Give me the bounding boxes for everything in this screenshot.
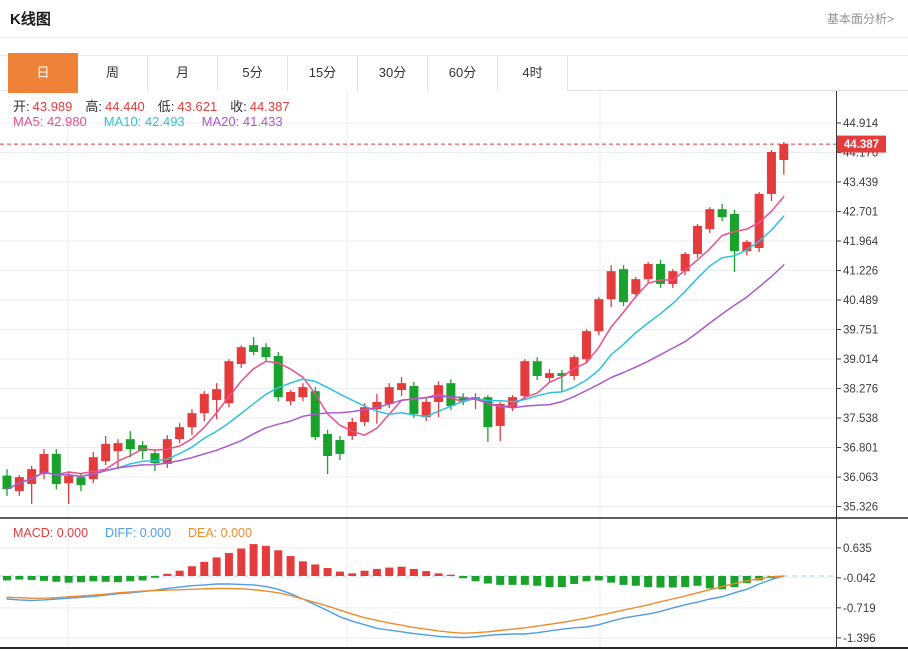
- svg-text:42.701: 42.701: [843, 207, 878, 219]
- svg-text:-1.396: -1.396: [843, 633, 876, 645]
- tab-15分[interactable]: 15分: [288, 56, 358, 91]
- tab-30分[interactable]: 30分: [358, 56, 428, 91]
- tab-5分[interactable]: 5分: [218, 56, 288, 91]
- current-price-badge: [837, 135, 886, 153]
- svg-text:36.063: 36.063: [843, 472, 878, 484]
- ma-lines: [6, 195, 785, 490]
- kline-chart-area: 44.914 44.176 43.439 42.701 41.964 41.226 40.4…: [0, 91, 908, 650]
- svg-text:44.914: 44.914: [843, 118, 879, 130]
- page-title: K线图: [10, 11, 51, 28]
- svg-text:41.964: 41.964: [843, 236, 879, 248]
- macd-panel: [0, 544, 836, 639]
- svg-text:-0.042: -0.042: [843, 573, 876, 585]
- tab-60分[interactable]: 60分: [428, 56, 498, 91]
- svg-text:39.014: 39.014: [843, 354, 879, 366]
- svg-text:-0.719: -0.719: [843, 603, 876, 615]
- interval-tabs: 日周月 5分 15分 30分 60分 4时: [0, 53, 908, 93]
- svg-text:36.801: 36.801: [843, 443, 878, 455]
- fundamental-analysis-link[interactable]: 基本面分析>: [826, 12, 894, 26]
- candlestick-series: [2, 141, 789, 504]
- svg-text:39.751: 39.751: [843, 325, 878, 337]
- tab-月[interactable]: 月: [148, 56, 218, 91]
- svg-text:41.226: 41.226: [843, 266, 878, 278]
- current-price-badge-text: 44.387: [844, 139, 879, 151]
- svg-text:37.538: 37.538: [843, 413, 878, 425]
- tab-4时[interactable]: 4时: [498, 56, 568, 91]
- current-price-line: 44.387: [0, 135, 886, 153]
- tab-周[interactable]: 周: [78, 56, 148, 91]
- candlestick-chart[interactable]: 44.91444.17643.43942.70141.96441.22640.4…: [0, 91, 908, 650]
- tab-日[interactable]: 日: [8, 53, 78, 93]
- svg-text:38.276: 38.276: [843, 384, 878, 396]
- svg-text:35.326: 35.326: [843, 502, 878, 514]
- titlebar: K线图 基本面分析>: [0, 0, 908, 38]
- svg-text:43.439: 43.439: [843, 177, 878, 189]
- svg-text:0.635: 0.635: [843, 543, 872, 555]
- grid: [0, 91, 836, 648]
- svg-text:40.489: 40.489: [843, 295, 878, 307]
